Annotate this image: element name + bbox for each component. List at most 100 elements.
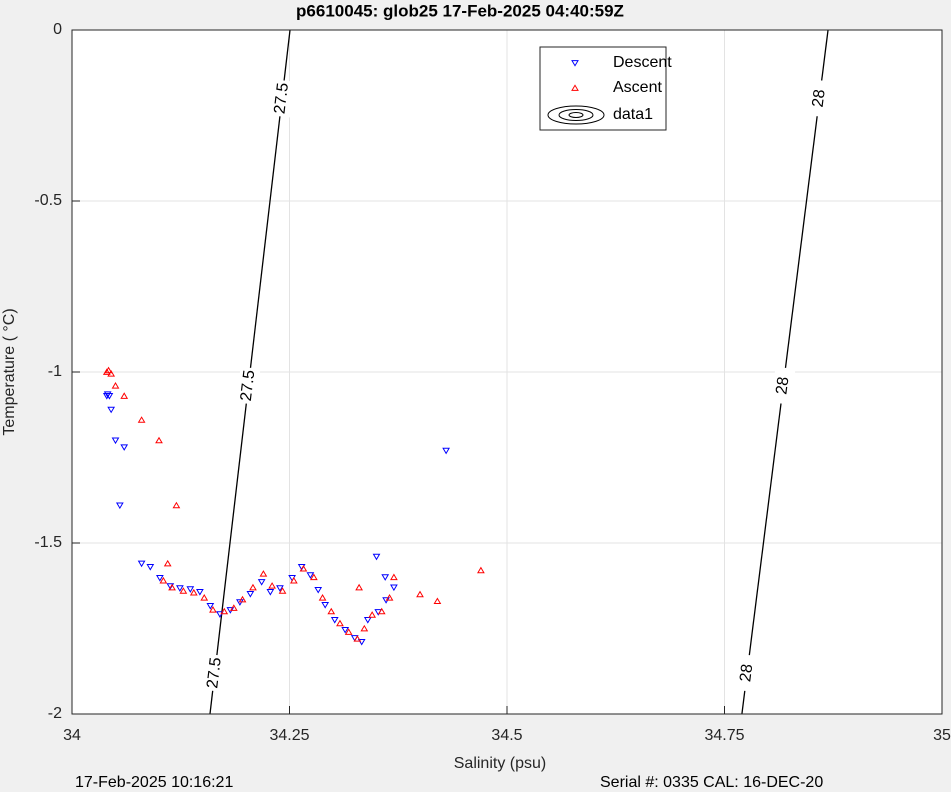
data-point (238, 595, 247, 603)
data-point (120, 392, 129, 399)
data-point (155, 436, 163, 444)
legend-marker (571, 60, 579, 67)
data-point (155, 574, 164, 582)
data-point (229, 604, 238, 611)
y-tick-label: -0.5 (34, 192, 62, 209)
data-point (321, 602, 330, 609)
data-point (341, 626, 350, 634)
data-point (159, 576, 168, 584)
data-point (299, 564, 308, 572)
data-point (363, 617, 372, 624)
data-point (355, 583, 363, 591)
y-tick-label: 0 (53, 21, 62, 38)
data-point (276, 585, 284, 592)
footer-left: 17-Feb-2025 10:16:21 (75, 774, 233, 791)
data-point (176, 585, 184, 592)
data-point (257, 579, 266, 586)
legend-box (539, 46, 667, 131)
legend-label: Ascent (613, 79, 662, 96)
contour-label: 28 (773, 376, 792, 396)
data-point (206, 603, 215, 610)
data-point (209, 606, 217, 613)
data-point (186, 586, 195, 593)
data-point (357, 638, 366, 646)
data-point (179, 587, 188, 594)
y-tick-label: -1.5 (34, 534, 62, 551)
data-point (330, 617, 339, 624)
contour-label-bg (269, 79, 295, 118)
contour-label: 27.5 (271, 82, 292, 115)
contour-label-bg (807, 79, 832, 118)
legend-marker (571, 84, 579, 91)
contour-label-bg (236, 366, 261, 405)
data-point (196, 589, 204, 596)
data-point (146, 564, 155, 571)
data-point (102, 368, 111, 375)
legend: Descent Ascent data1 (539, 46, 672, 131)
y-tick-label: -2 (48, 705, 62, 722)
data-point (377, 607, 386, 615)
data-point (115, 502, 124, 510)
axes-box (71, 29, 943, 715)
legend-contour-icon (547, 105, 605, 125)
data-point (318, 594, 327, 601)
data-point (278, 587, 287, 594)
data-point (166, 583, 175, 590)
data-point (103, 391, 112, 398)
x-tick-label: 34.25 (269, 727, 309, 744)
data-point (381, 574, 390, 581)
y-axis-label: Temperature ( °C) (1, 308, 18, 435)
data-point (189, 588, 198, 596)
legend-contour-icon (568, 112, 584, 118)
data-point (104, 366, 113, 374)
data-point (336, 619, 344, 627)
contour-label: 28 (810, 88, 829, 108)
data-point (442, 447, 450, 455)
y-tick-label: -1 (48, 363, 62, 380)
contour-label: 27.5 (238, 369, 259, 402)
x-tick-label: 34 (63, 727, 81, 744)
data-point (168, 583, 176, 591)
data-point (372, 553, 381, 561)
data-point (314, 586, 323, 594)
data-point (353, 635, 362, 642)
data-point (172, 501, 181, 509)
data-point (105, 393, 114, 400)
data-point (259, 570, 268, 577)
data-point (111, 381, 120, 389)
data-point (137, 416, 146, 423)
data-point (246, 591, 255, 598)
contour-label-bg (734, 653, 760, 693)
data-point (163, 559, 172, 567)
data-point (249, 583, 257, 591)
legend-contour-icon (558, 109, 594, 121)
legend-label: data1 (613, 106, 653, 123)
data-point (390, 584, 398, 592)
contour-label-bg (771, 366, 796, 405)
data-point (477, 566, 485, 574)
x-tick-label: 34.75 (704, 727, 744, 744)
chart-title: p6610045: glob25 17-Feb-2025 04:40:59Z (296, 1, 624, 20)
data-point (306, 572, 315, 579)
data-point (368, 611, 377, 618)
x-axis-label: Salinity (psu) (454, 755, 546, 772)
data-point (416, 590, 424, 598)
data-point (390, 573, 398, 581)
data-point (137, 560, 146, 568)
data-point (327, 607, 336, 615)
contour-label: 27.5 (204, 656, 225, 689)
data-point (107, 370, 116, 377)
contour-label-bg (202, 653, 227, 693)
legend-label: Descent (613, 54, 672, 71)
data-point (289, 576, 298, 584)
data-point (220, 607, 229, 615)
data-point (360, 624, 369, 632)
data-point (309, 573, 318, 581)
data-point (344, 628, 353, 635)
data-point (200, 594, 209, 601)
data-point (107, 406, 116, 414)
contour-label: 28 (737, 663, 756, 683)
footer-right: Serial #: 0335 CAL: 16-DEC-20 (600, 774, 823, 791)
x-tick-label: 34.5 (491, 727, 522, 744)
